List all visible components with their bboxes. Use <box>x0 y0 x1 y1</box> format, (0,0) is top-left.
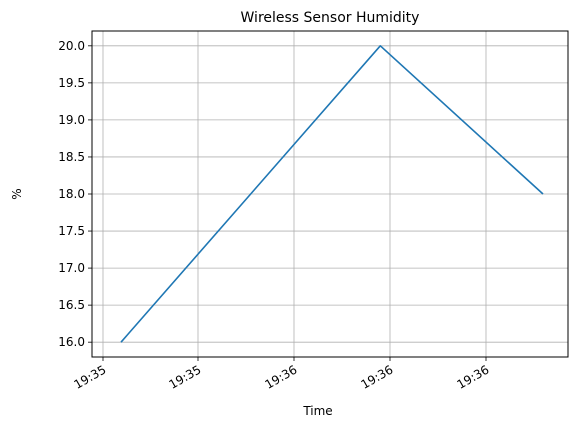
series-group <box>120 44 544 343</box>
y-tick-label: 19.0 <box>58 113 85 127</box>
y-axis-label: % <box>10 188 24 199</box>
series-line <box>120 44 544 343</box>
y-tick-label: 17.5 <box>58 224 85 238</box>
chart-title: Wireless Sensor Humidity <box>241 10 420 26</box>
y-axis: 16.0 16.5 17.0 17.5 18.0 18.5 19.0 19.5 20.0 <box>58 39 92 349</box>
x-axis-label: Time <box>302 404 332 418</box>
y-tick-label: 16.5 <box>58 298 85 312</box>
y-tick-label: 18.5 <box>58 150 85 164</box>
y-tick-label: 19.5 <box>58 76 85 90</box>
grid-lines <box>92 31 568 357</box>
x-tick-label: 19:36 <box>455 362 492 391</box>
x-tick-label: 19:35 <box>167 362 204 391</box>
y-tick-label: 16.0 <box>58 335 85 349</box>
x-axis: 19:35 19:35 19:36 19:36 19:36 <box>72 357 492 392</box>
x-tick-label: 19:35 <box>72 362 109 391</box>
y-tick-label: 17.0 <box>58 261 85 275</box>
y-tick-label: 18.0 <box>58 187 85 201</box>
x-tick-label: 19:36 <box>359 362 396 391</box>
y-tick-label: 20.0 <box>58 39 85 53</box>
x-tick-label: 19:36 <box>263 362 300 391</box>
